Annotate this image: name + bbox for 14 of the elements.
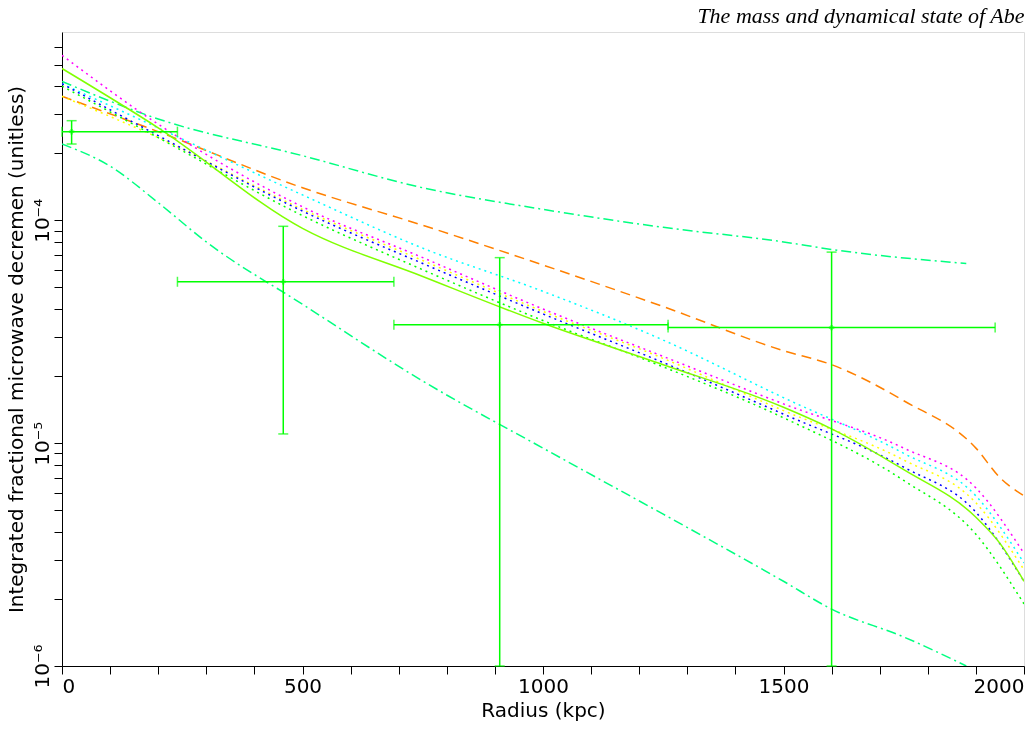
line-series	[62, 80, 968, 265]
line-series	[62, 143, 968, 666]
x-tick-label: 1500	[758, 673, 810, 698]
x-axis-title: Radius (kpc)	[481, 697, 606, 722]
chart-title: The mass and dynamical state of Abe	[697, 3, 1025, 28]
x-tick-label: 0	[62, 673, 76, 698]
y-axis-title: Integrated fractional microwave decremen (unitless)	[3, 85, 28, 614]
y-tick-label: 10⁻⁴	[29, 198, 54, 243]
x-tick-label: 500	[283, 673, 323, 698]
y-tick-label: 10⁻⁶	[29, 644, 54, 689]
y-tick-label: 10⁻⁵	[29, 421, 54, 466]
x-tick-label: 2000	[973, 673, 1025, 698]
line-series	[62, 95, 1024, 497]
x-tick-label: 1000	[518, 673, 569, 698]
